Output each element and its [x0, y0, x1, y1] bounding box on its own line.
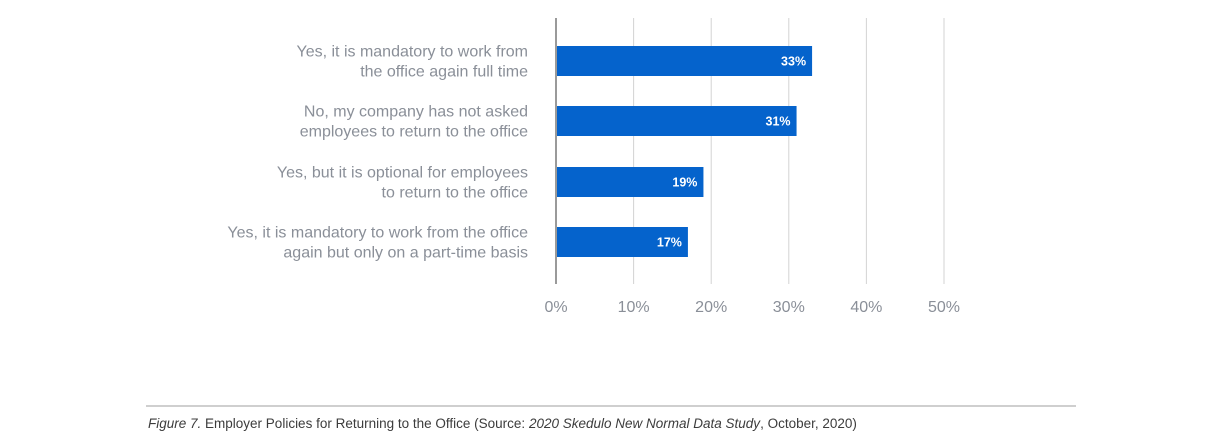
- category-label-1-0: No, my company has not asked: [304, 104, 528, 121]
- bar-value-label-0: 33%: [781, 55, 806, 69]
- category-label-0-0: Yes, it is mandatory to work from: [297, 44, 529, 61]
- caption-text-2: , October, 2020): [760, 416, 857, 431]
- bar-value-label-1: 31%: [766, 115, 791, 129]
- category-label-2-0: Yes, but it is optional for employees: [277, 165, 528, 182]
- caption-figure-number: Figure 7.: [148, 416, 202, 431]
- caption-source: 2020 Skedulo New Normal Data Study: [528, 416, 761, 431]
- x-tick-label-0: 0%: [544, 299, 567, 316]
- bar-3: [556, 227, 688, 257]
- figure-caption: Figure 7. Employer Policies for Returnin…: [148, 416, 857, 431]
- bar-value-label-3: 17%: [657, 236, 682, 250]
- x-tick-label-5: 50%: [928, 299, 960, 316]
- x-tick-label-1: 10%: [618, 299, 650, 316]
- category-label-3-0: Yes, it is mandatory to work from the of…: [227, 225, 528, 242]
- bar-chart: 33% Yes, it is mandatory to work from the …: [227, 18, 960, 316]
- bar-1: [556, 106, 797, 136]
- bar-2: [556, 167, 704, 197]
- category-label-0-1: the office again full time: [360, 64, 528, 81]
- category-label-1-1: employees to return to the office: [300, 124, 528, 141]
- caption-text-1: Employer Policies for Returning to the O…: [201, 416, 529, 431]
- x-tick-label-4: 40%: [850, 299, 882, 316]
- caption-divider: [146, 405, 1076, 407]
- category-label-2-1: to return to the office: [382, 185, 529, 202]
- x-tick-label-2: 20%: [695, 299, 727, 316]
- bar-value-label-2: 19%: [672, 176, 697, 190]
- bar-0: [556, 46, 813, 76]
- x-tick-label-3: 30%: [773, 299, 805, 316]
- category-label-3-1: again but only on a part-time basis: [283, 245, 528, 262]
